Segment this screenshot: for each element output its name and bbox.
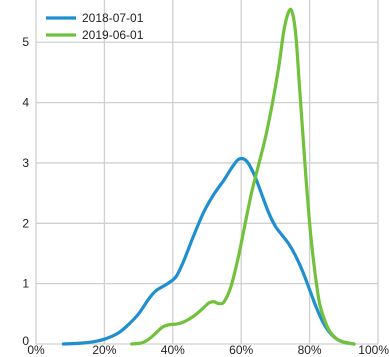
- y-tick-label: 1: [22, 277, 29, 291]
- y-tick-label: 3: [22, 156, 29, 170]
- x-tick-label: 80%: [298, 343, 322, 357]
- y-tick-label: 5: [22, 35, 29, 49]
- x-tick-label: 40%: [161, 343, 185, 357]
- legend: 2018-07-01 2019-06-01: [46, 11, 144, 42]
- legend-label: 2019-06-01: [82, 28, 144, 42]
- x-tick-label: 0%: [27, 343, 45, 357]
- y-tick-label: 2: [22, 216, 29, 230]
- series-line-2018-07-01: [61, 156, 356, 346]
- legend-label: 2018-07-01: [82, 11, 144, 25]
- series-lines: [61, 7, 356, 346]
- series-line-2019-06-01: [130, 7, 356, 346]
- tick-labels: 0% 20% 40% 60% 80% 100% 0 1 2 3 4 5: [22, 35, 389, 357]
- x-tick-label: 100%: [358, 343, 389, 357]
- y-tick-label: 0: [22, 334, 29, 348]
- x-tick-label: 20%: [92, 343, 116, 357]
- x-tick-label: 60%: [229, 343, 253, 357]
- grid: [35, 0, 379, 345]
- y-tick-label: 4: [22, 96, 29, 110]
